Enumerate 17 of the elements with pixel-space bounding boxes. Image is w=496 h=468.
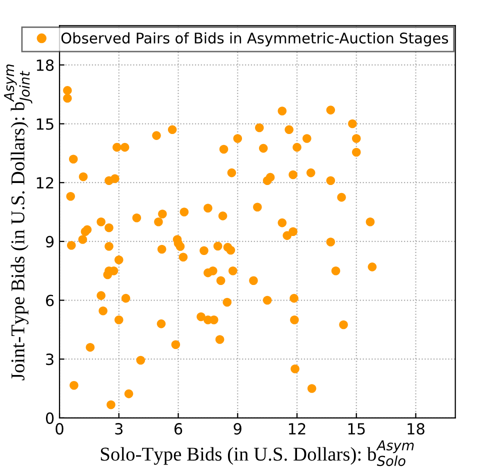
y-tick-label: 18 bbox=[36, 59, 54, 71]
x-tick-label: 12 bbox=[288, 423, 306, 434]
y-tick-label: 9 bbox=[46, 236, 54, 248]
y-tick-label: 3 bbox=[46, 354, 54, 366]
y-tick-label: 15 bbox=[36, 118, 54, 130]
x-tick-label: 18 bbox=[408, 423, 424, 435]
x-tick-label: 0 bbox=[56, 423, 64, 435]
y-tick-label: 0 bbox=[46, 412, 54, 424]
x-tick-label: 3 bbox=[115, 423, 123, 435]
y-tick-label: 12 bbox=[36, 177, 54, 188]
x-tick-label: 9 bbox=[234, 423, 242, 435]
x-tick-label: 6 bbox=[174, 423, 182, 435]
x-axis-title: Solo-Type Bids (in U.S. Dollars): b$^{Asym}$$_{Solo}$ bbox=[100, 440, 414, 466]
y-tick-label: 6 bbox=[46, 294, 54, 306]
x-tick-label: 15 bbox=[348, 423, 365, 435]
y-axis-title: Joint-Type Bids (in U.S. Dollars): b$^{Asym}$$_{Joint}$ bbox=[4, 64, 32, 380]
legend-label: Observed Pairs of Bids in Asymmetric-Auction Stages bbox=[61, 32, 448, 46]
